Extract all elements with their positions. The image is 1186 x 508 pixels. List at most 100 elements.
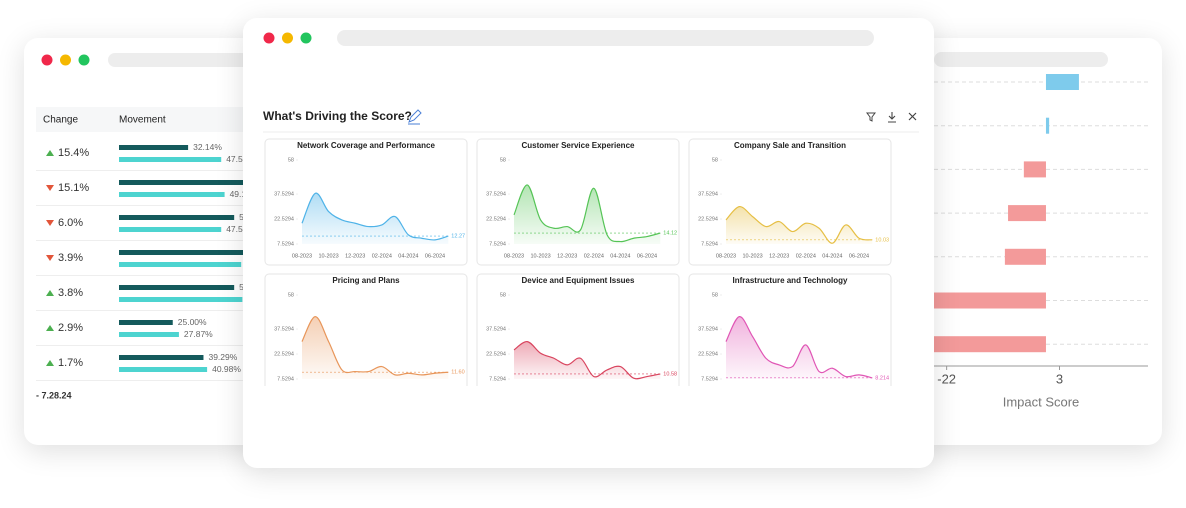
movement-bar <box>119 355 204 360</box>
impact-bar <box>1004 248 1046 265</box>
x-tick-label: 04-2024 <box>822 388 842 394</box>
movement-label: 39.29% <box>208 352 237 362</box>
y-tick-label: 22.5294 <box>698 216 718 222</box>
up-arrow <box>46 360 54 366</box>
impact-bar <box>933 336 1046 353</box>
x-tick-label: 06-2024 <box>425 253 445 259</box>
x-tick-label: 10-2023 <box>531 253 551 259</box>
x-tick-label: 02-2024 <box>796 253 816 259</box>
y-tick-label: 7.5294 <box>277 376 294 382</box>
window-dot[interactable] <box>263 32 275 44</box>
movement-label: 27.87% <box>184 329 213 339</box>
x-tick-label: 04-2024 <box>822 253 842 259</box>
y-tick-label: 37.5294 <box>698 327 718 333</box>
y-tick-label: 37.5294 <box>486 192 506 198</box>
table-header <box>36 107 274 132</box>
movement-bar <box>119 180 258 185</box>
movement-bar <box>119 297 243 302</box>
chart-title: Customer Service Experience <box>522 141 635 150</box>
line <box>513 341 661 380</box>
y-tick-label: 7.5294 <box>489 241 506 247</box>
chart-title: Network Coverage and Performance <box>297 141 435 150</box>
end-label: 10.03 <box>875 237 889 243</box>
x-tick-label: 10-2023 <box>743 388 763 394</box>
line <box>301 316 449 376</box>
movement-bar <box>119 157 222 162</box>
movement-label: 25.00% <box>178 317 207 327</box>
movement-bar <box>119 250 250 255</box>
x-tick-label: 02-2024 <box>584 388 604 394</box>
x-tick-label: 06-2024 <box>425 388 445 394</box>
x-tick-label: 08-2023 <box>504 253 524 259</box>
x-tick-label: 12-2023 <box>769 253 789 259</box>
x-tick-label: 10-2023 <box>319 253 339 259</box>
movement-label: 47.54% <box>226 224 255 234</box>
change-value: 1.7% <box>58 357 83 369</box>
window-dot[interactable] <box>300 32 312 44</box>
y-tick-label: 7.5294 <box>701 376 718 382</box>
window-dot[interactable] <box>41 54 53 66</box>
x-tick-label: 06-2024 <box>637 388 657 394</box>
address-bar <box>108 53 274 67</box>
movement-bar <box>119 215 235 220</box>
column-header: Movement <box>119 115 166 126</box>
area <box>726 316 873 379</box>
x-tick-label: 12-2023 <box>345 253 365 259</box>
center-window: What's Driving the Score? Network Coverag… <box>243 18 934 468</box>
x-tick-label: 10-2023 <box>319 388 339 394</box>
y-tick-label: 58 <box>712 292 718 298</box>
x-tick-label: 02-2024 <box>372 253 392 259</box>
movement-label: 47.54% <box>226 154 255 164</box>
change-value: 3.9% <box>58 252 83 264</box>
movement-bar <box>119 145 189 150</box>
y-tick-label: 58 <box>288 292 294 298</box>
window-dot[interactable] <box>282 32 293 44</box>
chart-title: Infrastructure and Technology <box>733 276 849 285</box>
chart-card <box>688 273 892 386</box>
close-icon[interactable] <box>908 112 917 121</box>
x-tick-label: 12-2023 <box>557 388 577 394</box>
x-tick-label: 08-2023 <box>716 388 736 394</box>
y-tick-label: 22.5294 <box>486 216 506 222</box>
end-label: 12.27 <box>451 234 465 240</box>
x-tick-label: 12-2023 <box>345 388 365 394</box>
filter-icon[interactable] <box>866 112 876 122</box>
impact-bar <box>933 292 1046 309</box>
movement-bar <box>119 320 173 325</box>
movement-label: 32.14% <box>193 142 222 152</box>
change-value: 3.8% <box>58 287 83 299</box>
x-tick-label: 08-2023 <box>292 253 312 259</box>
y-tick-label: 37.5294 <box>274 192 294 198</box>
x-tick-label: 02-2024 <box>584 253 604 259</box>
right-canvas: -22 3 Impact Score <box>933 52 1148 409</box>
y-tick-label: 7.5294 <box>701 241 718 247</box>
x-tick-label: 02-2024 <box>796 388 816 394</box>
end-label: 10.58 <box>663 371 677 377</box>
column-header: Change <box>43 115 78 126</box>
download-icon[interactable] <box>888 112 896 123</box>
x-tick-label: -22 <box>937 371 956 386</box>
change-value: 15.1% <box>58 182 89 194</box>
movement-bar <box>119 227 222 232</box>
y-tick-label: 22.5294 <box>274 351 294 357</box>
movement-label: 40.98% <box>212 364 241 374</box>
x-tick-label: 3 <box>1056 371 1063 386</box>
address-bar <box>337 30 874 46</box>
movement-bar <box>119 262 242 267</box>
x-tick-label: 06-2024 <box>849 253 869 259</box>
x-tick-label: 06-2024 <box>637 253 657 259</box>
chart-card <box>264 273 468 386</box>
x-tick-label: 04-2024 <box>610 388 630 394</box>
movement-bar <box>119 332 179 337</box>
edit-icon[interactable] <box>408 109 422 125</box>
window-dot[interactable] <box>60 54 71 66</box>
chart-card <box>476 273 680 386</box>
left-canvas: ChangeMovement15.4%32.14%47.54%15.1%64.2… <box>36 53 274 400</box>
window-dot[interactable] <box>78 54 90 66</box>
right-window: -22 3 Impact Score <box>912 38 1162 445</box>
impact-bar <box>1008 205 1046 222</box>
line <box>725 316 873 379</box>
y-tick-label: 22.5294 <box>486 351 506 357</box>
chart-card <box>688 138 892 266</box>
chart-card <box>264 138 468 266</box>
